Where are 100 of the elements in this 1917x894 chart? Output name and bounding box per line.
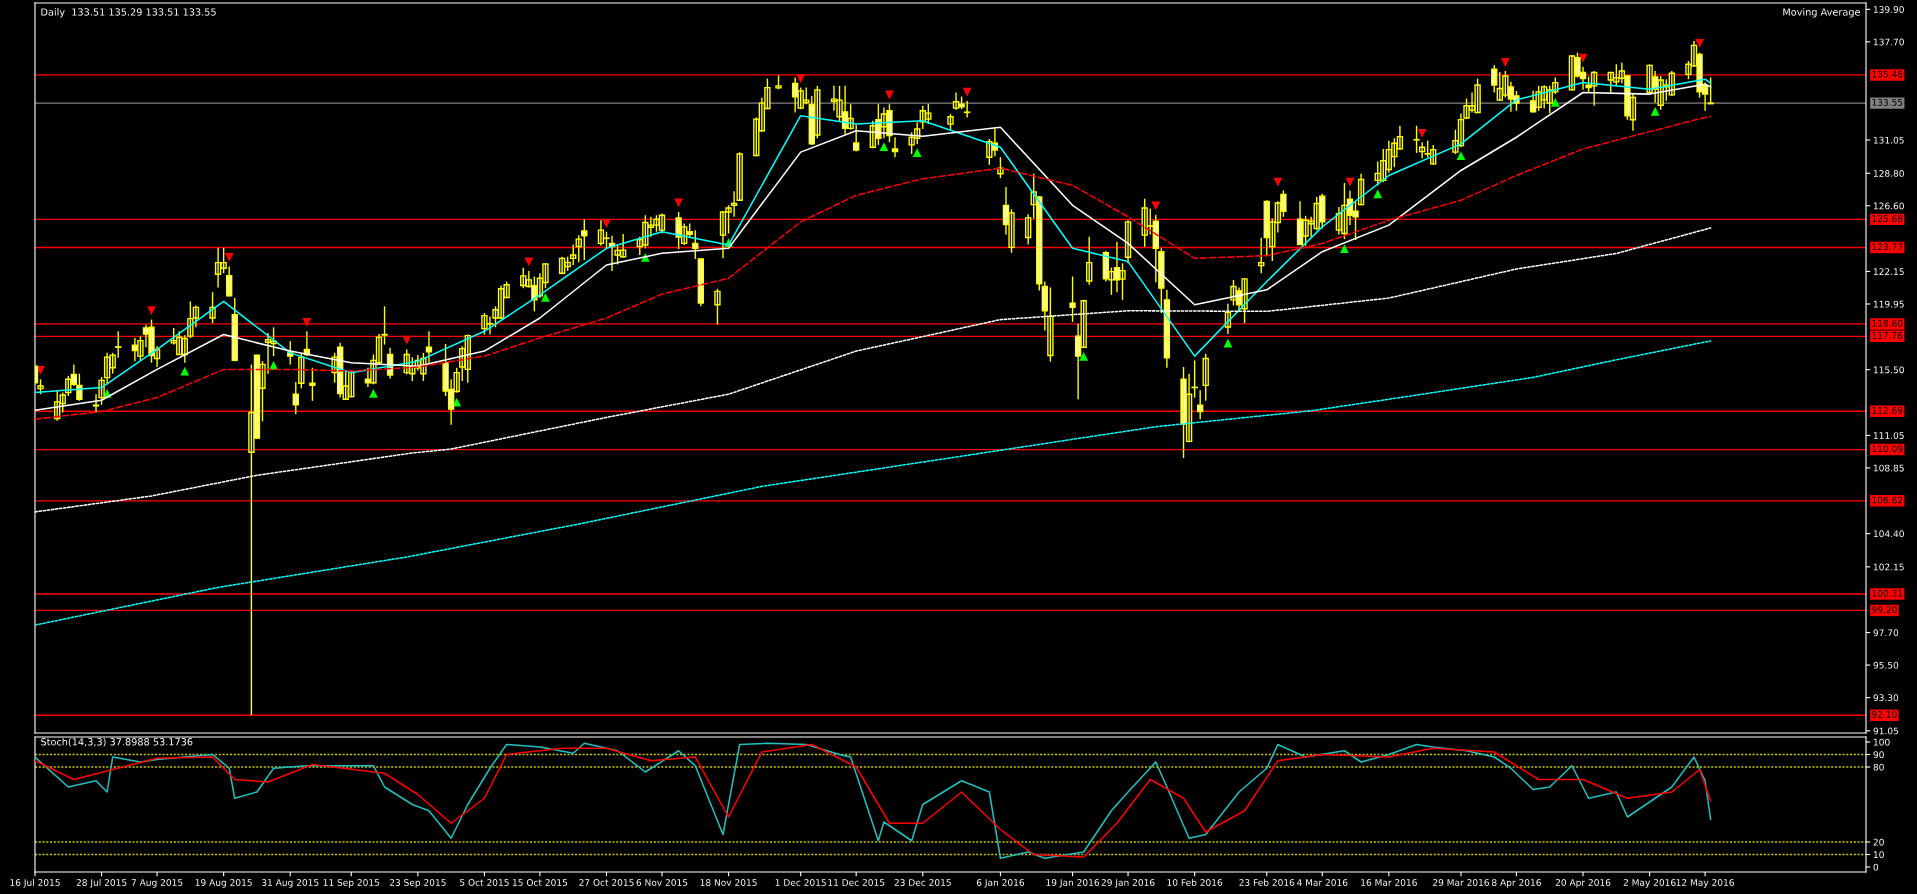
x-tick-label: 4 Mar 2016 — [1296, 879, 1348, 886]
text: Daily 133.51 135.29 133.51 133.55 — [41, 8, 216, 18]
x-tick-label: 10 Feb 2016 — [1167, 878, 1223, 886]
candlestick — [1158, 247, 1165, 314]
y-tick-label: 111.05 — [1873, 432, 1904, 439]
candlestick — [1413, 125, 1420, 154]
point — [402, 335, 412, 345]
point — [1578, 53, 1588, 63]
y-tick-label: 0 — [1873, 863, 1879, 871]
point — [1695, 38, 1704, 48]
y-tick-label: 137.70 — [1873, 38, 1904, 46]
point — [1151, 201, 1161, 211]
point — [1340, 244, 1349, 253]
x-tick-label: 5 Oct 2015 — [460, 879, 509, 886]
candlestick — [309, 367, 316, 402]
y-tick-label: 126.60 — [1873, 202, 1904, 210]
point — [147, 306, 156, 316]
ref-line-label: 117.76 — [1872, 332, 1903, 339]
y-tick-label: 91.05 — [1873, 727, 1898, 735]
x-tick-label: 23 Dec 2015 — [894, 879, 951, 886]
line-series — [35, 340, 1712, 626]
x-tick-label: 28 Jul 2015 — [76, 878, 127, 888]
y-tick-label: 93.30 — [1873, 694, 1899, 702]
y-tick-label: 90 — [1873, 751, 1884, 759]
point — [1345, 177, 1355, 187]
y-tick-label: 128.80 — [1873, 170, 1904, 177]
x-tick-label: 11 Dec 2015 — [828, 879, 885, 886]
candlestick — [1047, 286, 1054, 363]
point — [1417, 129, 1427, 138]
point — [796, 74, 806, 84]
point — [1079, 352, 1089, 361]
point — [302, 318, 312, 327]
point — [1500, 58, 1510, 67]
y-tick-label: 10 — [1873, 851, 1884, 859]
x-tick-label: 18 Nov 2015 — [700, 879, 757, 886]
point — [180, 366, 190, 376]
x-tick-label: 20 Apr 2016 — [1555, 879, 1611, 888]
point — [224, 253, 234, 262]
point — [1223, 338, 1233, 348]
x-tick-label: 23 Feb 2016 — [1239, 878, 1295, 886]
x-tick-label: 1 Dec 2015 — [775, 879, 826, 886]
y-tick-label: 102.15 — [1873, 563, 1904, 571]
x-tick-label: 29 Mar 2016 — [1433, 879, 1490, 886]
x-tick-label: 11 Sep 2015 — [323, 879, 380, 888]
y-tick-label: 100 — [1873, 738, 1890, 746]
x-tick-label: 19 Aug 2015 — [195, 879, 252, 888]
point — [1456, 151, 1466, 160]
point — [1373, 189, 1383, 199]
point — [1273, 177, 1283, 187]
ref-line-label: 118.60 — [1872, 319, 1903, 327]
chart-title: Stoch(14,3,3) 37.8988 53.1736 — [41, 737, 193, 747]
ref-line-label: 99.20 — [1872, 606, 1897, 614]
y-tick-label: 104.40 — [1873, 530, 1904, 538]
x-tick-label: 19 Jan 2016 — [1046, 879, 1100, 888]
point — [541, 292, 550, 302]
candlestick — [115, 330, 122, 359]
x-tick-label: 16 Jul 2015 — [10, 878, 60, 888]
ref-line-label: 133.55 — [1872, 98, 1903, 106]
ref-line-label: 112.69 — [1872, 406, 1903, 414]
x-tick-label: 27 Oct 2015 — [579, 879, 634, 886]
candlestick — [714, 288, 721, 326]
point — [602, 219, 611, 228]
x-tick-label: 12 May 2016 — [1676, 879, 1734, 888]
x-tick-label: 8 Apr 2016 — [1492, 879, 1541, 888]
x-tick-label: 31 Aug 2015 — [262, 879, 319, 888]
y-tick-label: 139.90 — [1873, 6, 1904, 13]
ref-line-label: 100.31 — [1872, 589, 1903, 597]
ref-line-label: 123.77 — [1872, 243, 1903, 251]
y-tick-label: 122.15 — [1873, 268, 1904, 276]
x-tick-label: 2 May 2016 — [1623, 879, 1676, 888]
y-tick-label: 119.95 — [1873, 300, 1904, 308]
ref-line-label: 125.68 — [1872, 215, 1903, 222]
ref-line-label: 92.10 — [1872, 711, 1897, 718]
x-tick-label: 16 Mar 2016 — [1361, 879, 1417, 886]
point — [912, 148, 922, 157]
y-tick-label: 95.50 — [1873, 661, 1899, 669]
y-tick-label: 80 — [1873, 763, 1884, 771]
point — [879, 142, 889, 152]
annotation: Moving Average — [1783, 8, 1860, 18]
candlestick — [1069, 275, 1076, 323]
y-tick-label: 20 — [1873, 838, 1884, 846]
point — [674, 198, 684, 208]
x-tick-label: 7 Aug 2015 — [131, 879, 183, 888]
x-tick-label: 6 Jan 2016 — [976, 879, 1025, 888]
x-tick-label: 29 Jan 2016 — [1101, 879, 1155, 888]
point — [369, 388, 378, 398]
y-tick-label: 131.05 — [1873, 136, 1904, 144]
y-tick-label: 115.50 — [1873, 366, 1904, 374]
ref-line-label: 110.09 — [1872, 445, 1903, 453]
point — [1650, 106, 1660, 116]
x-tick-label: 15 Oct 2015 — [513, 879, 568, 886]
y-tick-label: 108.85 — [1873, 464, 1904, 472]
point — [524, 257, 534, 267]
ref-line-label: 135.46 — [1872, 70, 1903, 78]
point — [1550, 98, 1560, 107]
point — [962, 87, 972, 97]
y-tick-label: 97.70 — [1873, 629, 1899, 637]
ref-line-label: 106.62 — [1872, 496, 1903, 504]
x-tick-label: 6 Nov 2015 — [636, 879, 688, 886]
x-tick-label: 23 Sep 2015 — [389, 879, 446, 888]
